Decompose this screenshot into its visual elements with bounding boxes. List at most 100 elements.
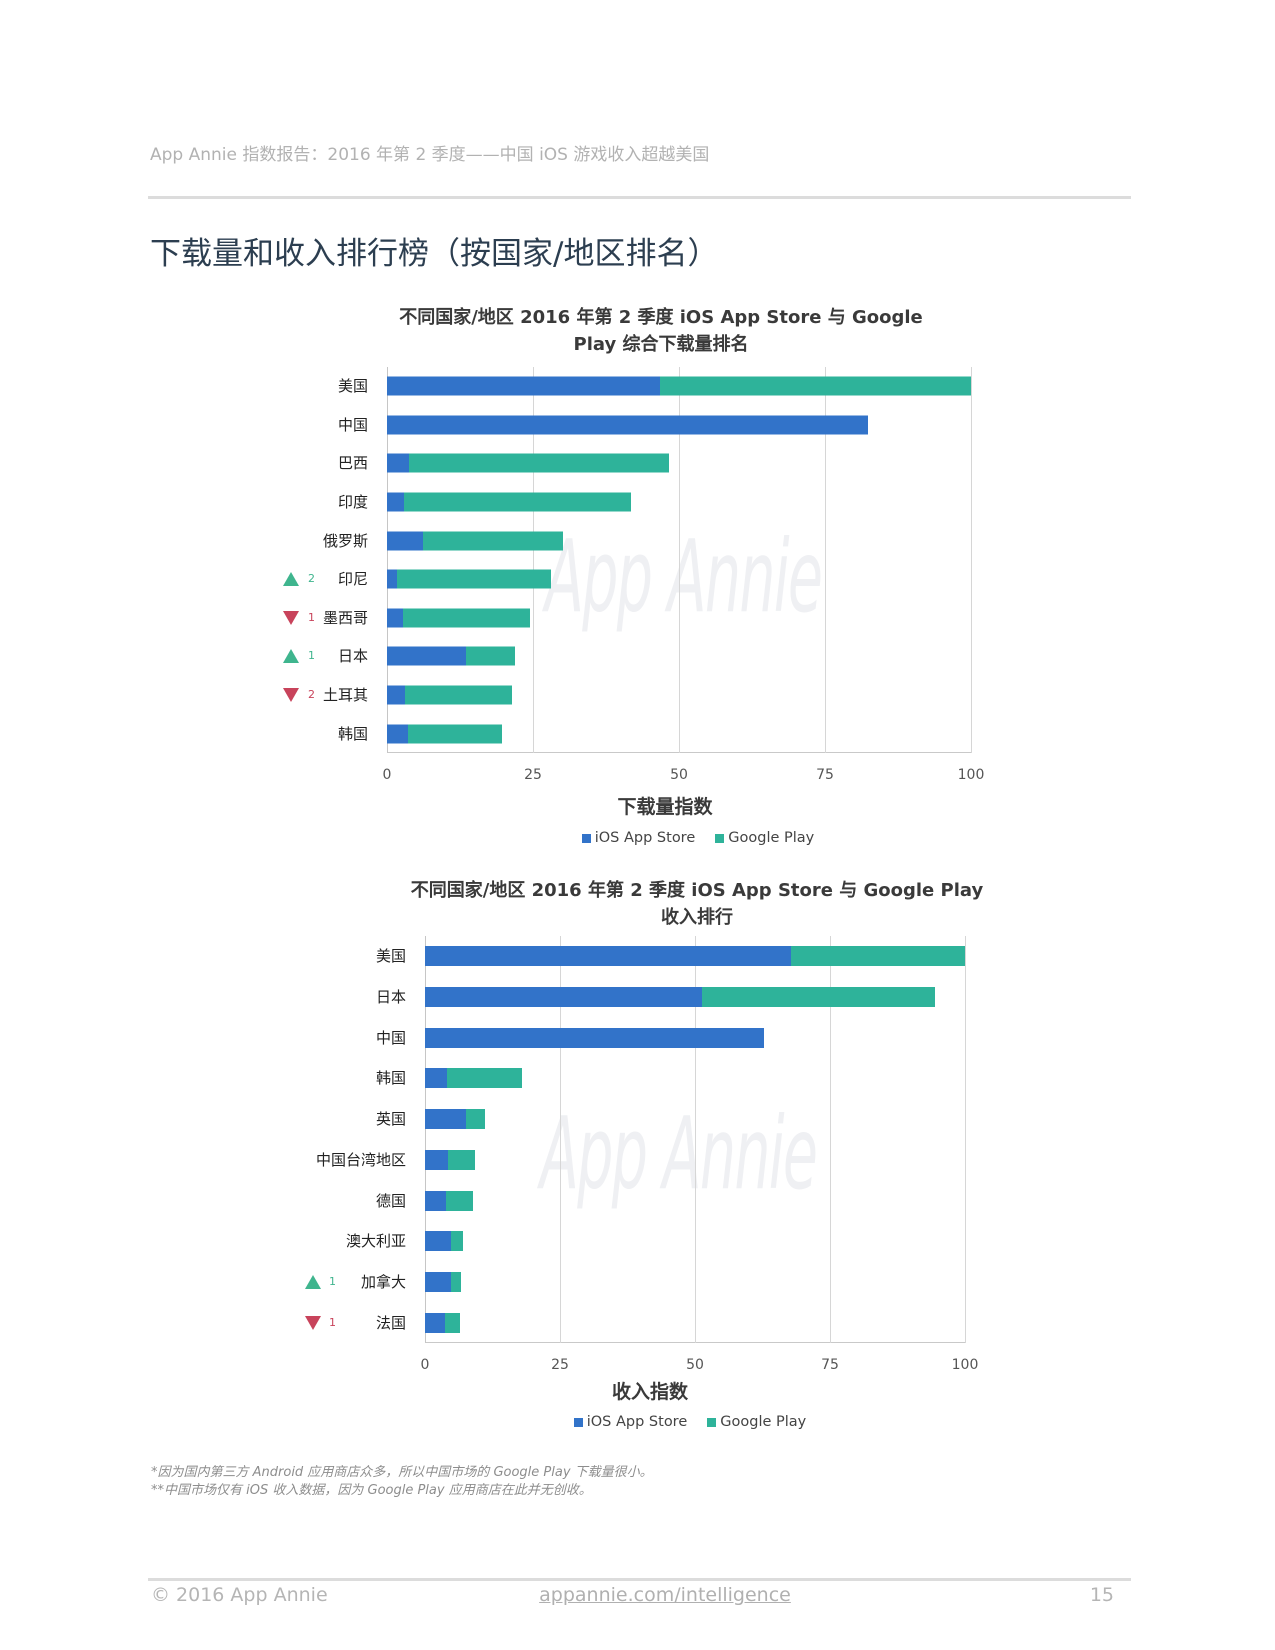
bar-segment-ios — [425, 1068, 447, 1089]
ios-swatch-icon — [573, 1417, 583, 1427]
header-divider — [148, 196, 1131, 199]
rank-up-triangle-icon — [283, 649, 299, 664]
rank-change-count: 1 — [308, 610, 315, 624]
category-label: 韩国 — [375, 1069, 406, 1088]
category-label: 印尼 — [337, 570, 368, 589]
bar-row: 俄罗斯 — [323, 521, 971, 560]
revenue-chart-title-line-2: 收入排行 — [661, 907, 733, 928]
x-tick-label: 75 — [821, 1357, 839, 1373]
legend-label: Google Play — [728, 830, 815, 846]
bar-row: 巴西 — [338, 444, 971, 483]
bar-row: 中国 — [376, 1017, 965, 1058]
category-label: 中国 — [375, 1028, 406, 1047]
footer-divider — [148, 1578, 1131, 1581]
legend-label: iOS App Store — [594, 830, 696, 846]
x-tick-label: 50 — [686, 1357, 704, 1373]
bar-segment-google-play — [465, 1109, 486, 1130]
bar-segment-google-play — [403, 492, 631, 512]
rank-up-triangle-icon — [283, 572, 299, 587]
bar-row: 加拿大 1 — [305, 1262, 965, 1303]
category-label: 中国 — [337, 415, 368, 434]
revenue-chart-title-line-1: 不同国家/地区 2016 年第 2 季度 iOS App Store 与 Goo… — [410, 880, 984, 901]
y-axis-line — [387, 367, 388, 753]
bar-row: 日本 1 — [283, 637, 971, 676]
bar-segment-google-play — [402, 608, 531, 628]
page-title: 下载量和收入排行榜（按国家/地区排名） — [150, 236, 719, 272]
legend-item-ios: iOS App Store — [581, 829, 696, 847]
bar-row: 印度 — [338, 483, 971, 522]
x-tick-label: 0 — [420, 1357, 430, 1373]
bar-row: 德国 — [376, 1180, 965, 1221]
bar-segment-google-play — [423, 531, 564, 551]
bar-segment-ios — [425, 1312, 445, 1333]
gridline — [533, 367, 534, 753]
bar-segment-google-play — [450, 1231, 463, 1252]
google-play-swatch-icon — [715, 833, 725, 843]
bar-segment-ios — [387, 531, 424, 551]
bar-row: 日本 — [376, 977, 965, 1018]
download-chart-title-line-2: Play 综合下载量排名 — [573, 334, 749, 355]
bar-row: 印尼 2 — [283, 560, 971, 599]
x-tick-label: 25 — [551, 1357, 569, 1373]
category-label: 美国 — [337, 377, 368, 396]
bar-row: 中国台湾地区 — [316, 1140, 965, 1181]
rank-up-triangle-icon — [305, 1274, 321, 1289]
bar-row: 韩国 — [376, 1058, 965, 1099]
bar-segment-google-play — [450, 1271, 462, 1292]
download-chart-title-line-1: 不同国家/地区 2016 年第 2 季度 iOS App Store 与 Goo… — [399, 307, 923, 328]
x-tick-label: 50 — [670, 767, 688, 783]
rank-down-triangle-icon — [283, 610, 299, 625]
download-chart-legend: iOS App Store Google Play — [548, 829, 848, 847]
bar-segment-ios — [387, 724, 409, 744]
category-label: 俄罗斯 — [322, 531, 368, 550]
bar-row: 中国 — [338, 406, 971, 445]
bar-segment-ios — [425, 1231, 451, 1252]
bar-segment-google-play — [408, 724, 503, 744]
legend-item-google-play: Google Play — [707, 1413, 806, 1431]
bar-segment-google-play — [659, 376, 971, 396]
x-tick-label: 100 — [951, 1357, 979, 1373]
bar-segment-ios — [425, 987, 703, 1008]
bar-row: 韩国 — [338, 714, 971, 753]
bar-segment-google-play — [444, 1312, 460, 1333]
rank-change-count: 2 — [308, 688, 315, 702]
footer-website-link[interactable]: appannie.com/intelligence — [539, 1584, 791, 1606]
bar-segment-google-play — [409, 453, 670, 473]
category-label: 英国 — [375, 1110, 406, 1129]
bar-segment-ios — [387, 453, 410, 473]
bar-segment-ios — [387, 646, 466, 666]
rank-change-count: 2 — [308, 572, 315, 586]
revenue-chart-title: 不同国家/地区 2016 年第 2 季度 iOS App Store 与 Goo… — [387, 877, 1007, 931]
x-tick-label: 25 — [524, 767, 542, 783]
category-label: 巴西 — [337, 454, 368, 473]
bar-segment-ios — [387, 376, 660, 396]
revenue-chart-plot: App Annie 0 25 50 75 100 美国 日本 中国 韩国 英国 中国台湾地区 德国 澳大… — [305, 936, 978, 1373]
gridline — [971, 367, 972, 753]
footnote-1: *因为国内第三方 Android 应用商店众多，所以中国市场的 Google P… — [151, 1465, 653, 1480]
bar-segment-ios — [387, 569, 397, 589]
bar-segment-ios — [425, 1027, 765, 1048]
bar-segment-google-play — [447, 1149, 475, 1170]
download-chart-x-axis-title: 下载量指数 — [617, 796, 713, 818]
bar-row: 墨西哥 1 — [283, 599, 971, 638]
page-number: 15 — [1089, 1584, 1114, 1606]
bar-segment-ios — [425, 1190, 446, 1211]
category-label: 墨西哥 — [322, 608, 368, 627]
ios-swatch-icon — [581, 833, 591, 843]
legend-label: Google Play — [720, 1414, 807, 1430]
bar-row: 土耳其 2 — [283, 676, 971, 715]
bar-row: 美国 — [376, 936, 965, 977]
gridline — [830, 936, 831, 1343]
report-header-title: App Annie 指数报告：2016 年第 2 季度——中国 iOS 游戏收入… — [150, 145, 710, 165]
legend-label: iOS App Store — [586, 1414, 688, 1430]
category-label: 美国 — [375, 947, 406, 966]
revenue-chart-x-axis-title: 收入指数 — [611, 1381, 688, 1403]
watermark-logo: App Annie — [545, 518, 823, 635]
bar-row: 澳大利亚 — [346, 1221, 965, 1262]
x-tick-label: 75 — [816, 767, 834, 783]
bar-segment-google-play — [702, 987, 935, 1008]
bar-segment-ios — [425, 1271, 451, 1292]
bar-segment-ios — [387, 492, 404, 512]
bar-segment-google-play — [405, 685, 512, 705]
category-label: 德国 — [375, 1191, 406, 1210]
